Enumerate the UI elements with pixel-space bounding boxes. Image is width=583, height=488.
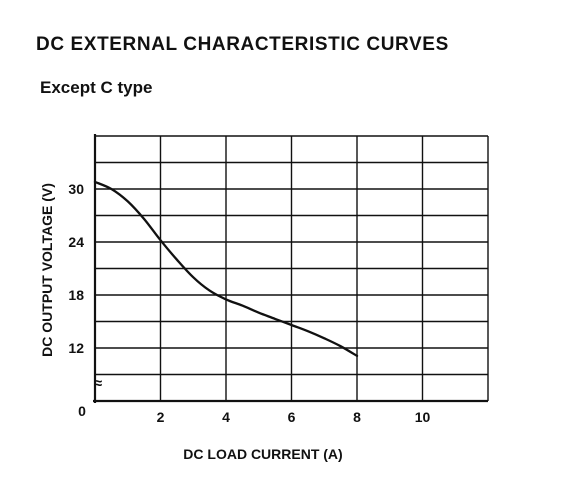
y-tick-label: 24 bbox=[68, 234, 84, 250]
chart-grid bbox=[93, 134, 489, 403]
axis-break-symbol: ≈ bbox=[94, 375, 102, 392]
y-tick-label: 30 bbox=[68, 181, 84, 197]
x-axis-label: DC LOAD CURRENT (A) bbox=[183, 446, 342, 462]
x-tick-label: 8 bbox=[353, 409, 361, 425]
y-tick-label: 12 bbox=[68, 340, 84, 356]
origin-label: 0 bbox=[78, 403, 86, 419]
x-tick-label: 2 bbox=[157, 409, 165, 425]
series-group bbox=[93, 180, 359, 358]
y-tick-label: 18 bbox=[68, 287, 84, 303]
series-line bbox=[93, 180, 359, 358]
x-tick-label: 10 bbox=[415, 409, 431, 425]
x-tick-label: 6 bbox=[288, 409, 296, 425]
chart-title: DC EXTERNAL CHARACTERISTIC CURVES bbox=[36, 34, 449, 55]
x-tick-label: 4 bbox=[222, 409, 230, 425]
chart-subtitle: Except C type bbox=[40, 78, 153, 97]
y-axis-label: DC OUTPUT VOLTAGE (V) bbox=[39, 183, 55, 357]
